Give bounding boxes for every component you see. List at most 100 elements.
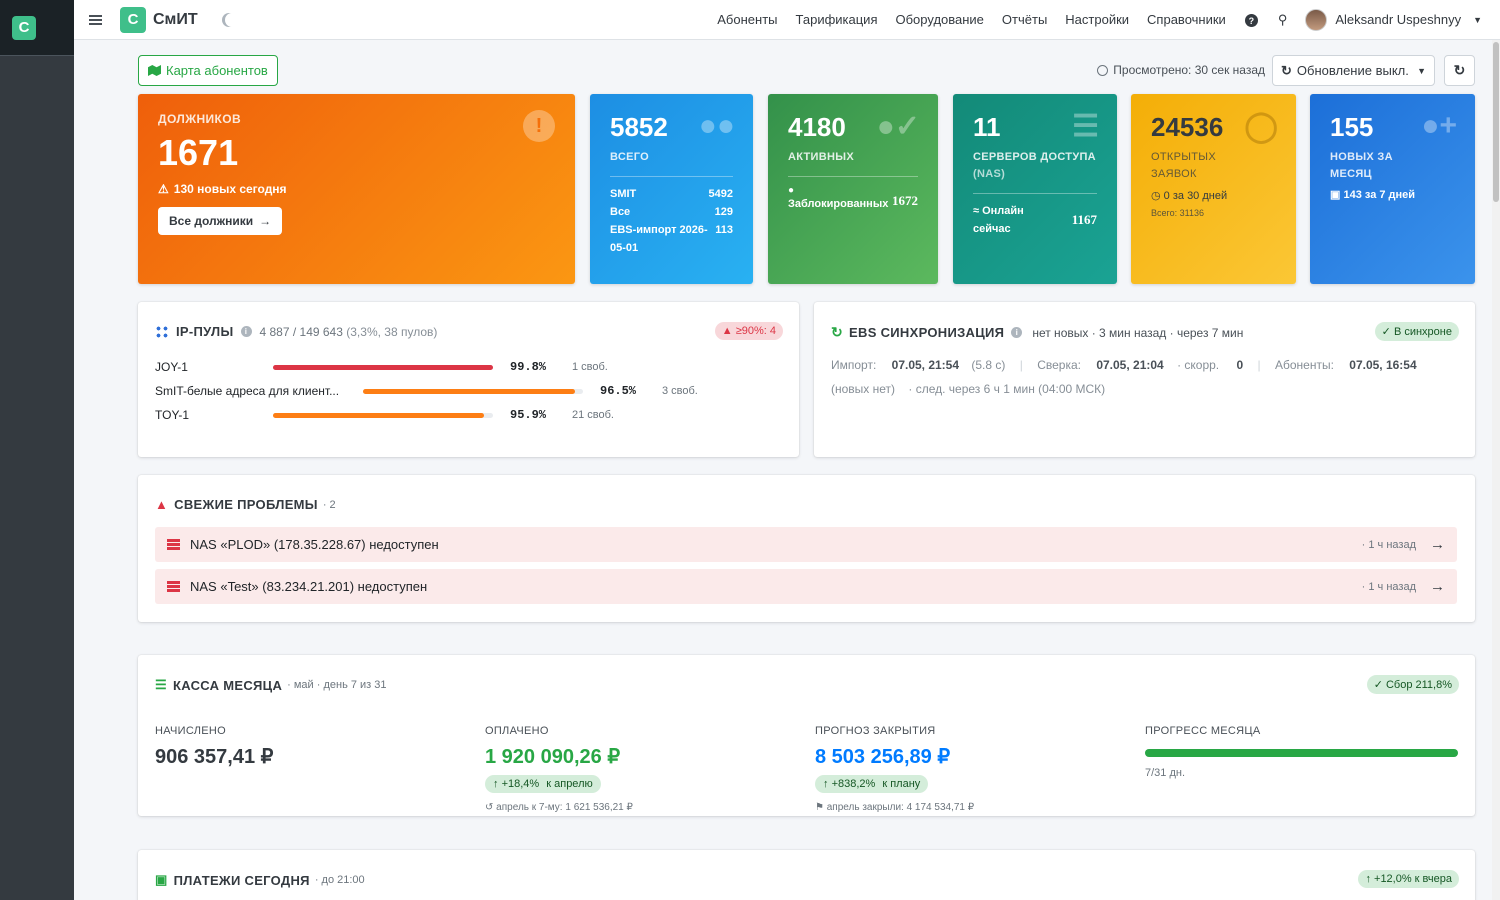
search-icon[interactable]: ⚲ (1277, 11, 1288, 27)
kassa-collection-badge: ✓ Сбор 211,8% (1366, 675, 1459, 694)
server-icon (167, 539, 180, 550)
avatar (1305, 8, 1328, 31)
active-value: 4180 (788, 112, 846, 142)
kassa-sub: · май · день 7 из 31 (287, 679, 387, 691)
progress-days: 7/31 дн. (1145, 767, 1186, 779)
ip-pools-badge-text: ≥90%: 4 (735, 325, 776, 337)
ip-pool-free: 1 своб. (572, 361, 608, 373)
chevron-down-icon: ▼ (1417, 65, 1426, 76)
subscribers-map-label: Карта абонентов (166, 63, 268, 78)
payments-badge-text: +12,0% к вчера (1374, 873, 1452, 885)
all-debtors-button[interactable]: Все должники → (158, 207, 283, 235)
problem-item[interactable]: NAS «Test» (83.234.21.201) недоступен · … (155, 569, 1457, 604)
ip-pools-title-row: IP-ПУЛЫ i 4 887 / 149 643 (3,3%, 38 пуло… (155, 324, 437, 339)
ebs-import-label: Импорт: (831, 358, 877, 372)
arrow-right-icon[interactable]: → (1430, 578, 1445, 595)
user-plus-icon: ●+ (1421, 109, 1457, 142)
menu-toggle-icon[interactable] (89, 14, 102, 25)
ip-pool-bar (273, 365, 493, 370)
forecast-sub-wrap: ⚑ апрель закрыли: 4 174 534,71 ₽ (815, 802, 974, 813)
new-month-sub-wrap: ▣ 143 за 7 дней (1330, 188, 1455, 201)
user-check-icon: ●✓ (876, 110, 920, 143)
nav-item-equipment[interactable]: Оборудование (895, 12, 984, 27)
theme-moon-icon[interactable] (225, 13, 239, 27)
sync-icon: ↻ (831, 324, 844, 340)
ebs-corrected-value: 0 (1236, 358, 1244, 372)
new-month-card: ●+ 155 НОВЫХ ЗА МЕСЯЦ ▣ 143 за 7 дней (1310, 94, 1475, 284)
brand-name: СмИТ (153, 10, 198, 28)
subscribers-map-button[interactable]: Карта абонентов (138, 55, 278, 86)
sidebar-logo[interactable]: С (12, 15, 36, 40)
sidebar-brand[interactable]: С (0, 0, 74, 56)
ebs-details-line2: (новых нет) · след. через 6 ч 1 мин (04:… (831, 382, 1105, 396)
auto-refresh-dropdown[interactable]: ↻ Обновление выкл. ▼ (1272, 55, 1435, 86)
blocked-value: 1672 (892, 193, 918, 208)
progress-label: ПРОГРЕСС МЕСЯЦА (1145, 725, 1261, 737)
progress-track (1145, 749, 1458, 757)
wifi-icon: ≈ (973, 205, 980, 217)
arrow-up-icon: ↑ (493, 778, 499, 790)
debtors-value: 1671 (158, 132, 239, 173)
warning-icon: ⚠ (158, 182, 169, 196)
brand-link[interactable]: С СмИТ (120, 6, 198, 33)
ebs-reconcile-label: Сверка: (1037, 358, 1081, 372)
server-icon (167, 581, 180, 592)
sync-icon: ↻ (1281, 62, 1292, 78)
main-content: Карта абонентов Просмотрено: 30 сек наза… (138, 40, 1475, 900)
total-row: SMIT 5492 (610, 185, 733, 203)
refresh-button[interactable]: ↻ (1444, 55, 1475, 86)
main-nav: Абоненты Тарификация Оборудование Отчёты… (708, 8, 1500, 31)
info-icon[interactable]: i (240, 326, 252, 337)
debtors-card: ! ДОЛЖНИКОВ 1671 ⚠ 130 новых сегодня Все… (138, 94, 575, 284)
paid-change-value: +18,4% (501, 778, 540, 790)
viewed-status: Просмотрено: 30 сек назад (1097, 63, 1265, 77)
blocked-row: ● Заблокированных 1672 (788, 185, 918, 210)
arrow-up-icon: ↑ (823, 778, 829, 790)
total-card: ●● 5852 ВСЕГО SMIT 5492 Все 129 EBS-импорт… (590, 94, 753, 284)
page-scrollbar[interactable] (1492, 40, 1500, 900)
ebs-title-row: ↻ EBS СИНХРОНИЗАЦИЯ i нет новых · 3 мин … (831, 324, 1243, 341)
user-menu[interactable]: Aleksandr Uspeshnyy ▼ (1305, 8, 1482, 31)
progress-bar-fill (1145, 749, 1458, 757)
ebs-next-run: · след. через 6 ч 1 мин (04:00 МСК) (908, 382, 1106, 396)
forecast-column: ПРОГНОЗ ЗАКРЫТИЯ 8 503 256,89 ₽ ↑ +838,2… (815, 725, 974, 813)
nav-item-settings[interactable]: Настройки (1065, 12, 1130, 27)
forecast-change-chip: ↑ +838,2% к плану (815, 775, 929, 793)
ip-pool-percent: 99.8% (510, 360, 547, 374)
ip-pool-free: 21 своб. (572, 409, 614, 421)
question-circle-icon[interactable]: ? (1244, 12, 1258, 28)
ebs-reconcile-value: 07.05, 21:04 (1096, 358, 1164, 372)
forecast-change-value: +838,2% (831, 778, 876, 790)
forecast-value: 8 503 256,89 ₽ (815, 746, 951, 768)
problem-time: · 1 ч назад (1361, 580, 1416, 593)
payments-change-badge: ↑ +12,0% к вчера (1358, 870, 1459, 888)
tickets-sub2: Всего: 31136 (1151, 208, 1204, 218)
scrollbar-thumb[interactable] (1493, 42, 1499, 202)
nav-item-subscribers[interactable]: Абоненты (717, 12, 778, 27)
nav-item-billing[interactable]: Тарификация (795, 12, 878, 27)
nav-item-references[interactable]: Справочники (1147, 12, 1226, 27)
clock-icon (1097, 64, 1109, 76)
problem-item[interactable]: NAS «PLOD» (178.35.228.67) недоступен · … (155, 527, 1457, 562)
ip-pool-bar-fill (363, 389, 576, 394)
total-row-key: Все (610, 206, 631, 218)
ebs-details-line1: Импорт: 07.05, 21:54 (5.8 с) | Сверка: 0… (831, 358, 1417, 372)
ebs-import-duration: (5.8 с) (971, 358, 1006, 372)
sidebar: С (0, 0, 74, 900)
debtors-note-text: 130 новых сегодня (173, 182, 287, 196)
ip-pool-free: 3 своб. (662, 385, 698, 397)
arrow-right-icon[interactable]: → (1430, 536, 1445, 553)
active-card: ●✓ 4180 АКТИВНЫХ ● Заблокированных 1672 (768, 94, 938, 284)
ip-pools-summary-value: 4 887 / 149 643 (259, 324, 343, 339)
total-row-value: 129 (714, 206, 733, 218)
nav-item-reports[interactable]: Отчёты (1001, 12, 1048, 27)
total-row-value: 113 (715, 224, 733, 236)
ebs-no-new: (новых нет) (831, 382, 896, 396)
ip-pool-bar-fill (273, 413, 484, 418)
ip-pool-percent: 95.9% (510, 408, 547, 422)
forecast-sub: апрель закрыли: 4 174 534,71 ₽ (826, 802, 975, 813)
info-icon[interactable]: i (1011, 327, 1023, 338)
debtors-label: ДОЛЖНИКОВ (158, 112, 242, 126)
payments-sub: · до 21:00 (314, 874, 365, 886)
arrow-up-icon: ↑ (1365, 873, 1371, 885)
